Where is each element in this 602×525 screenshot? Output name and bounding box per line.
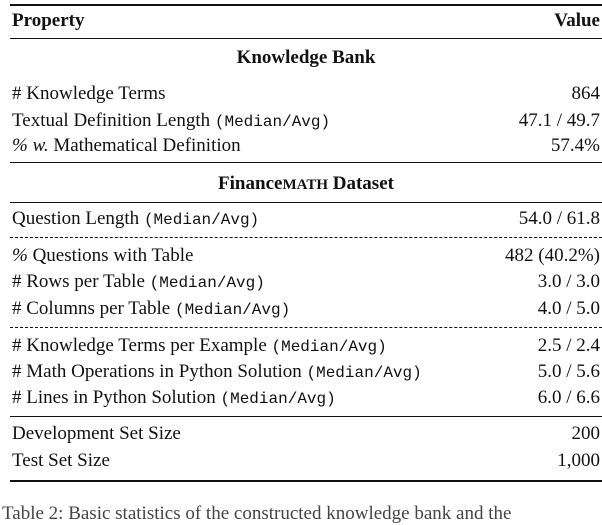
section-rule <box>10 416 602 417</box>
table-row: # Math Operations in Python Solution (Me… <box>12 361 600 382</box>
dashed-divider <box>10 237 602 238</box>
table-row: Development Set Size 200 <box>12 423 600 444</box>
header-rule <box>10 38 602 39</box>
table-row: # Knowledge Terms 864 <box>12 83 600 104</box>
table-row: Question Length (Median/Avg) 54.0 / 61.8 <box>12 208 600 229</box>
table-caption: Table 2: Basic statistics of the constru… <box>2 503 512 524</box>
table-row: Test Set Size 1,000 <box>12 450 600 471</box>
table-row: % w. Mathematical Definition 57.4% <box>12 135 600 156</box>
table-row: % Questions with Table 482 (40.2%) <box>12 245 600 266</box>
top-rule <box>10 4 602 6</box>
section-title-knowledge-bank: Knowledge Bank <box>236 47 376 68</box>
dashed-divider <box>10 327 602 328</box>
table-row: # Columns per Table (Median/Avg) 4.0 / 5.… <box>12 298 600 319</box>
section-rule <box>10 162 602 163</box>
table-row: # Knowledge Terms per Example (Median/Av… <box>12 335 600 356</box>
bottom-rule <box>10 480 602 482</box>
section-title-financemath: FinanceMath Dataset <box>218 173 394 194</box>
header-value: Value <box>554 10 600 31</box>
table-row: Textual Definition Length (Median/Avg) 47… <box>12 110 600 131</box>
table-row: # Rows per Table (Median/Avg) 3.0 / 3.0 <box>12 271 600 292</box>
header-row: Property Value <box>12 9 600 33</box>
header-property: Property <box>12 10 85 31</box>
section-rule <box>10 202 602 203</box>
table-row: # Lines in Python Solution (Median/Avg) 6… <box>12 387 600 408</box>
